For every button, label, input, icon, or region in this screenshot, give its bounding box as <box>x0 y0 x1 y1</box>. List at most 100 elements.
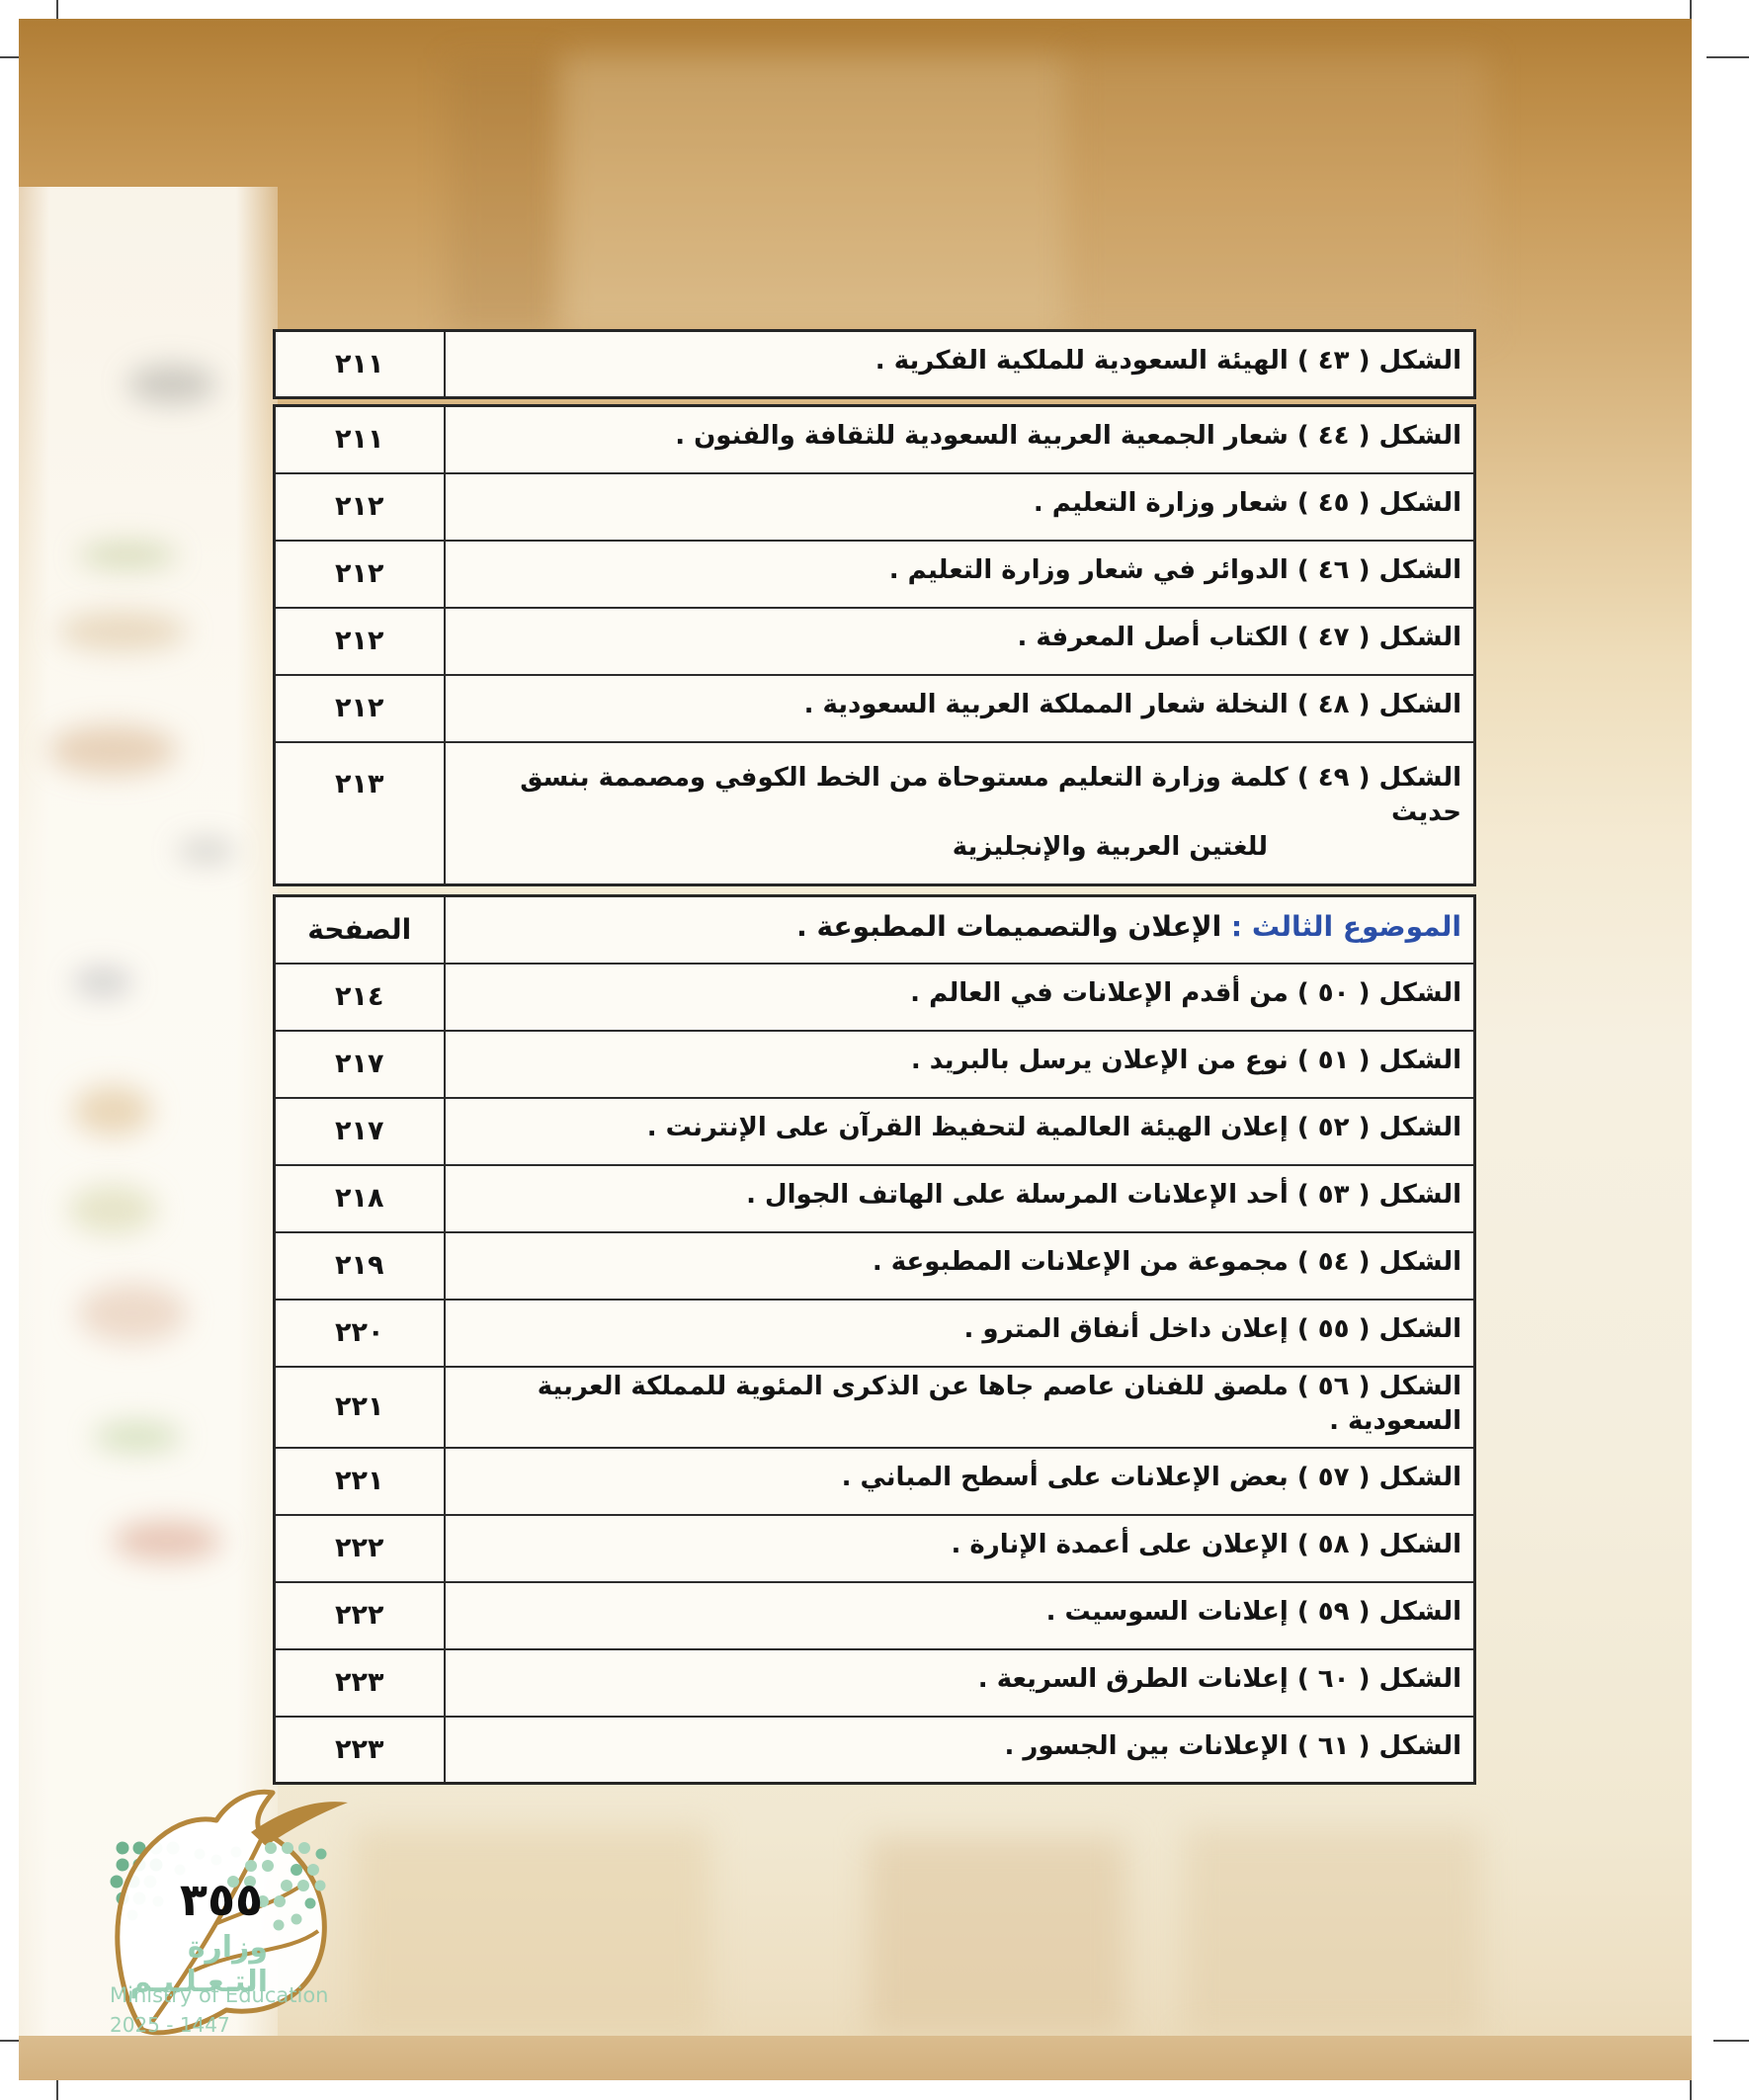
figure-row: الشكل ( ٥٧ ) بعض الإعلانات على أسطح المب… <box>273 1446 1476 1516</box>
figure-caption: الشكل ( ٥٧ ) بعض الإعلانات على أسطح المب… <box>841 1463 1461 1493</box>
page-column-header: الصفحة <box>273 894 446 965</box>
figure-caption: الشكل ( ٦٠ ) إعلانات الطرق السريعة . <box>977 1664 1461 1695</box>
ghost-image-bottom-3 <box>1185 1827 1481 2035</box>
figure-page-number: ٢١٣ <box>273 740 446 886</box>
figure-caption-cell: الشكل ( ٤٨ ) النخلة شعار المملكة العربية… <box>443 673 1476 743</box>
figure-caption-cell: الشكل ( ٥٣ ) أحد الإعلانات المرسلة على ا… <box>443 1163 1476 1233</box>
figure-caption-cell: الشكل ( ٤٤ ) شعار الجمعية العربية السعود… <box>443 404 1476 474</box>
ministry-logo-year: 2025 - 1447 <box>110 2013 230 2037</box>
figure-page-number: ٢٢٠ <box>273 1298 446 1368</box>
ghost-image-top-1 <box>450 58 558 335</box>
figures-rows-b: الشكل ( ٤٤ ) شعار الجمعية العربية السعود… <box>273 404 1476 886</box>
ghost-thumbnail <box>93 1422 182 1452</box>
crop-mark-bottom-right-h <box>1713 2040 1749 2042</box>
figure-caption: الشكل ( ٥٦ ) ملصق للفنان عاصم جاها عن ال… <box>537 1371 1461 1436</box>
figure-caption-cell: الشكل ( ٥٧ ) بعض الإعلانات على أسطح المب… <box>443 1446 1476 1516</box>
figure-row: الشكل ( ٤٩ ) كلمة وزارة التعليم مستوحاة … <box>273 740 1476 886</box>
figure-caption: الشكل ( ٤٤ ) شعار الجمعية العربية السعود… <box>675 421 1461 452</box>
figure-row: الشكل ( ٥٣ ) أحد الإعلانات المرسلة على ا… <box>273 1163 1476 1233</box>
figures-table-block-c: الموضوع الثالث : الإعلان والتصميمات المط… <box>273 894 1476 1786</box>
page-number: ٣٥٥ <box>179 1873 264 1926</box>
figure-caption: الشكل ( ٥٣ ) أحد الإعلانات المرسلة على ا… <box>746 1179 1461 1210</box>
figure-caption: الشكل ( ٦١ ) الإعلانات بين الجسور . <box>1004 1730 1461 1761</box>
figure-page-number: ٢١٩ <box>273 1230 446 1301</box>
scanned-page: ٣٥٥ وزارة التـعـلـيـم Ministry of Educat… <box>19 19 1692 2080</box>
crop-mark-top-right-h <box>1707 56 1749 58</box>
figure-caption: الشكل ( ٤٥ ) شعار وزارة التعليم . <box>1033 487 1461 518</box>
ghost-thumbnail <box>113 1521 221 1560</box>
figure-caption: الشكل ( ٥٤ ) مجموعة من الإعلانات المطبوع… <box>872 1246 1461 1277</box>
figure-row: الشكل ( ٤٨ ) النخلة شعار المملكة العربية… <box>273 673 1476 743</box>
figure-page-number: ٢٢٢ <box>273 1513 446 1583</box>
ghost-thumbnail <box>68 1185 157 1234</box>
figure-caption-cell: الشكل ( ٥٥ ) إعلان داخل أنفاق المترو . <box>443 1298 1476 1368</box>
ministry-of-education-logo <box>110 1789 348 2036</box>
figure-caption-cell: الشكل ( ٦٠ ) إعلانات الطرق السريعة . <box>443 1647 1476 1718</box>
figure-caption-cell: الشكل ( ٤٥ ) شعار وزارة التعليم . <box>443 471 1476 542</box>
figure-row: الشكل ( ٥٦ ) ملصق للفنان عاصم جاها عن ال… <box>273 1365 1476 1449</box>
figure-caption-cell: الشكل ( ٥٨ ) الإعلان على أعمدة الإنارة . <box>443 1513 1476 1583</box>
figure-caption-cell: الشكل ( ٥١ ) نوع من الإعلان يرسل بالبريد… <box>443 1029 1476 1099</box>
section-header-cell: الموضوع الثالث : الإعلان والتصميمات المط… <box>443 894 1476 965</box>
figure-row: الشكل ( ٥١ ) نوع من الإعلان يرسل بالبريد… <box>273 1029 1476 1099</box>
figure-caption: الشكل ( ٥٢ ) إعلان الهيئة العالمية لتحفي… <box>646 1112 1461 1142</box>
figure-page-number: ٢١٧ <box>273 1029 446 1099</box>
figure-row: الشكل ( ٤٧ ) الكتاب أصل المعرفة . ٢١٢ <box>273 606 1476 676</box>
figure-page-number: ٢٢١ <box>273 1446 446 1516</box>
logo-dots-front <box>227 1842 327 1931</box>
figure-page-number: ٢١٢ <box>273 606 446 676</box>
figure-caption: الشكل ( ٤٨ ) النخلة شعار المملكة العربية… <box>803 689 1461 719</box>
figure-row: الشكل ( ٥٠ ) من أقدم الإعلانات في العالم… <box>273 962 1476 1032</box>
figure-page-number: ٢١١ <box>273 329 446 399</box>
figure-caption-line2: للغتين العربية والإنجليزية <box>952 831 1268 862</box>
figure-caption: الشكل ( ٥٩ ) إعلانات السوسيت . <box>1045 1597 1461 1628</box>
figure-page-number: ٢١٨ <box>273 1163 446 1233</box>
ghost-thumbnail <box>73 1086 152 1135</box>
ghost-thumbnail <box>73 967 132 997</box>
figure-row: الشكل ( ٥٩ ) إعلانات السوسيت . ٢٢٢ <box>273 1580 1476 1650</box>
figure-caption: الشكل ( ٥١ ) نوع من الإعلان يرسل بالبريد… <box>910 1045 1461 1075</box>
ghost-image-bottom-1 <box>355 1827 710 2035</box>
figure-caption: الشكل ( ٥٠ ) من أقدم الإعلانات في العالم… <box>910 977 1461 1008</box>
crop-mark-bottom-left-h <box>0 2040 36 2042</box>
figure-caption-cell: الشكل ( ٦١ ) الإعلانات بين الجسور . <box>443 1715 1476 1785</box>
figure-row: الشكل ( ٤٦ ) الدوائر في شعار وزارة التعل… <box>273 539 1476 609</box>
section-label: الموضوع الثالث : <box>1230 909 1461 943</box>
left-margin-strip <box>19 187 278 2037</box>
figure-page-number: ٢١٢ <box>273 673 446 743</box>
figure-caption-cell: الشكل ( ٤٩ ) كلمة وزارة التعليم مستوحاة … <box>443 740 1476 886</box>
figure-caption: الشكل ( ٥٨ ) الإعلان على أعمدة الإنارة . <box>951 1530 1461 1560</box>
figure-row: الشكل ( ٥٤ ) مجموعة من الإعلانات المطبوع… <box>273 1230 1476 1301</box>
figure-row: الشكل ( ٦٠ ) إعلانات الطرق السريعة . ٢٢٣ <box>273 1647 1476 1718</box>
figure-caption: الشكل ( ٤٦ ) الدوائر في شعار وزارة التعل… <box>888 554 1461 585</box>
figure-caption-cell: الشكل ( ٥٠ ) من أقدم الإعلانات في العالم… <box>443 962 1476 1032</box>
figure-row: الشكل ( ٤٥ ) شعار وزارة التعليم . ٢١٢ <box>273 471 1476 542</box>
figure-caption-cell: الشكل ( ٥٩ ) إعلانات السوسيت . <box>443 1580 1476 1650</box>
ghost-image-top-3 <box>1072 54 1487 336</box>
figures-table-block-a: الشكل ( ٤٣ ) الهيئة السعودية للملكية الف… <box>273 329 1476 399</box>
figure-row: الشكل ( ٤٤ ) شعار الجمعية العربية السعود… <box>273 404 1476 474</box>
ghost-thumbnail <box>48 725 177 775</box>
figure-page-number: ٢٢٣ <box>273 1647 446 1718</box>
figure-row: الشكل ( ٥٨ ) الإعلان على أعمدة الإنارة .… <box>273 1513 1476 1583</box>
ministry-wordmark-arabic: وزارة التـعـلـيـم <box>129 1930 268 1999</box>
ghost-thumbnail <box>177 839 236 863</box>
figure-caption: الشكل ( ٤٩ ) كلمة وزارة التعليم مستوحاة … <box>520 762 1461 827</box>
ghost-image-bottom-2 <box>869 1837 1125 2035</box>
figure-page-number: ٢١٢ <box>273 471 446 542</box>
figure-caption: الشكل ( ٤٣ ) الهيئة السعودية للملكية الف… <box>443 329 1476 399</box>
section-title: الإعلان والتصميمات المطبوعة . <box>796 909 1222 943</box>
figures-rows-c: الموضوع الثالث : الإعلان والتصميمات المط… <box>273 894 1476 1785</box>
figure-page-number: ٢١١ <box>273 404 446 474</box>
figure-row: الشكل ( ٤٣ ) الهيئة السعودية للملكية الف… <box>273 329 1476 399</box>
figure-caption: الشكل ( ٥٥ ) إعلان داخل أنفاق المترو . <box>963 1313 1461 1344</box>
bottom-color-band <box>19 2036 1692 2080</box>
ghost-thumbnail <box>58 612 187 651</box>
figure-caption-cell: الشكل ( ٥٤ ) مجموعة من الإعلانات المطبوع… <box>443 1230 1476 1301</box>
ghost-thumbnail <box>78 1284 187 1343</box>
ghost-thumbnail <box>127 365 216 404</box>
figures-table-block-b: الشكل ( ٤٤ ) شعار الجمعية العربية السعود… <box>273 404 1476 886</box>
figure-page-number: ٢٢٢ <box>273 1580 446 1650</box>
figure-row: الشكل ( ٥٥ ) إعلان داخل أنفاق المترو . ٢٢… <box>273 1298 1476 1368</box>
ghost-thumbnail <box>78 543 177 568</box>
